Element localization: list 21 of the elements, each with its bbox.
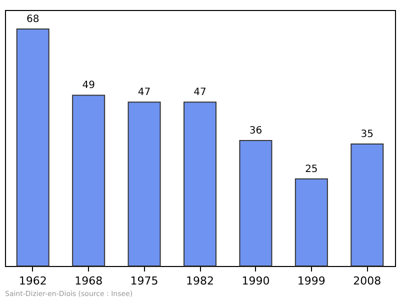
x-tick-label: 1999 — [297, 274, 326, 288]
bar — [294, 178, 328, 266]
bar — [16, 28, 50, 266]
data-label: 49 — [82, 80, 95, 92]
data-label: 36 — [249, 126, 262, 137]
data-label: 35 — [360, 128, 374, 140]
data-label: 25 — [305, 164, 318, 175]
data-label: 47 — [138, 87, 151, 98]
bar — [72, 94, 106, 266]
x-tick-label: 1968 — [74, 274, 103, 288]
bar — [239, 140, 272, 266]
data-label: 68 — [26, 14, 40, 25]
x-tick-label: 1962 — [18, 274, 47, 288]
bar — [184, 102, 216, 266]
x-tick-label: 1975 — [130, 274, 158, 288]
bar — [128, 102, 161, 266]
x-tick-label: 1982 — [186, 274, 214, 288]
x-tick-label: 2008 — [353, 274, 382, 288]
x-tick-label: 1990 — [242, 274, 270, 288]
bar — [350, 143, 384, 266]
data-label: 47 — [194, 87, 206, 98]
